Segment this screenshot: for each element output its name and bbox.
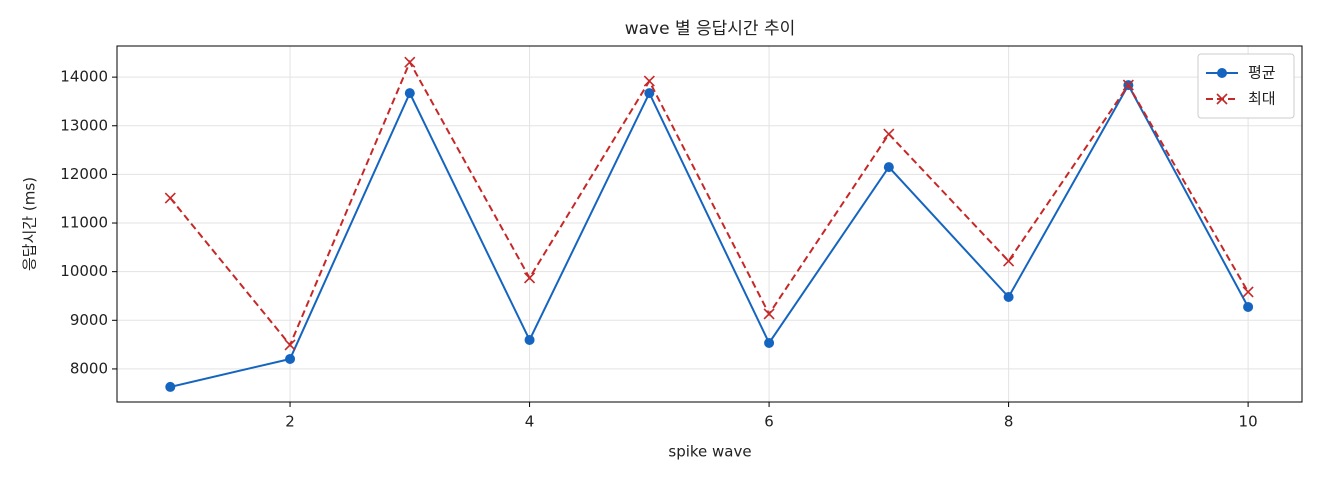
x-tick-label: 10 xyxy=(1239,413,1258,431)
marker xyxy=(764,337,775,348)
marker xyxy=(285,353,296,364)
marker xyxy=(1242,286,1254,298)
marker xyxy=(524,334,535,345)
plot-frame xyxy=(116,45,1303,403)
marker xyxy=(404,88,415,99)
marker xyxy=(1243,301,1254,312)
marker xyxy=(523,272,536,284)
series-line xyxy=(170,83,1249,388)
marker xyxy=(165,381,176,392)
marker xyxy=(883,162,894,173)
y-tick-label: 12000 xyxy=(60,165,108,183)
series-line xyxy=(169,59,1249,347)
marker xyxy=(1122,79,1134,91)
x-tick-label: 8 xyxy=(1004,413,1014,431)
marker xyxy=(404,56,416,68)
x-tick-label: 2 xyxy=(285,413,295,431)
chart-title: wave 별 응답시간 추이 xyxy=(625,19,796,39)
legend-marker xyxy=(1217,68,1227,78)
y-tick-label: 8000 xyxy=(70,359,108,377)
marker xyxy=(164,192,176,204)
y-axis-label: 응답시간 (ms) xyxy=(21,177,39,271)
y-tick-label: 11000 xyxy=(60,214,108,232)
marker xyxy=(284,339,296,351)
y-tick-label: 14000 xyxy=(60,68,108,86)
y-tick-label: 9000 xyxy=(70,311,108,329)
legend-marker xyxy=(1216,93,1228,105)
x-tick-label: 6 xyxy=(764,413,774,431)
x-axis-label: spike wave xyxy=(668,443,751,461)
legend-label: 최대 xyxy=(1248,90,1276,108)
y-tick-label: 10000 xyxy=(60,262,108,280)
legend-box xyxy=(1197,53,1295,119)
y-tick-label: 13000 xyxy=(60,116,108,134)
legend-label: 평균 xyxy=(1248,64,1276,82)
marker xyxy=(763,308,775,320)
marker xyxy=(643,75,655,87)
marker xyxy=(1003,291,1014,302)
x-tick-label: 4 xyxy=(525,413,535,431)
marker xyxy=(883,128,895,140)
marker xyxy=(644,88,655,99)
marker xyxy=(1003,255,1015,267)
